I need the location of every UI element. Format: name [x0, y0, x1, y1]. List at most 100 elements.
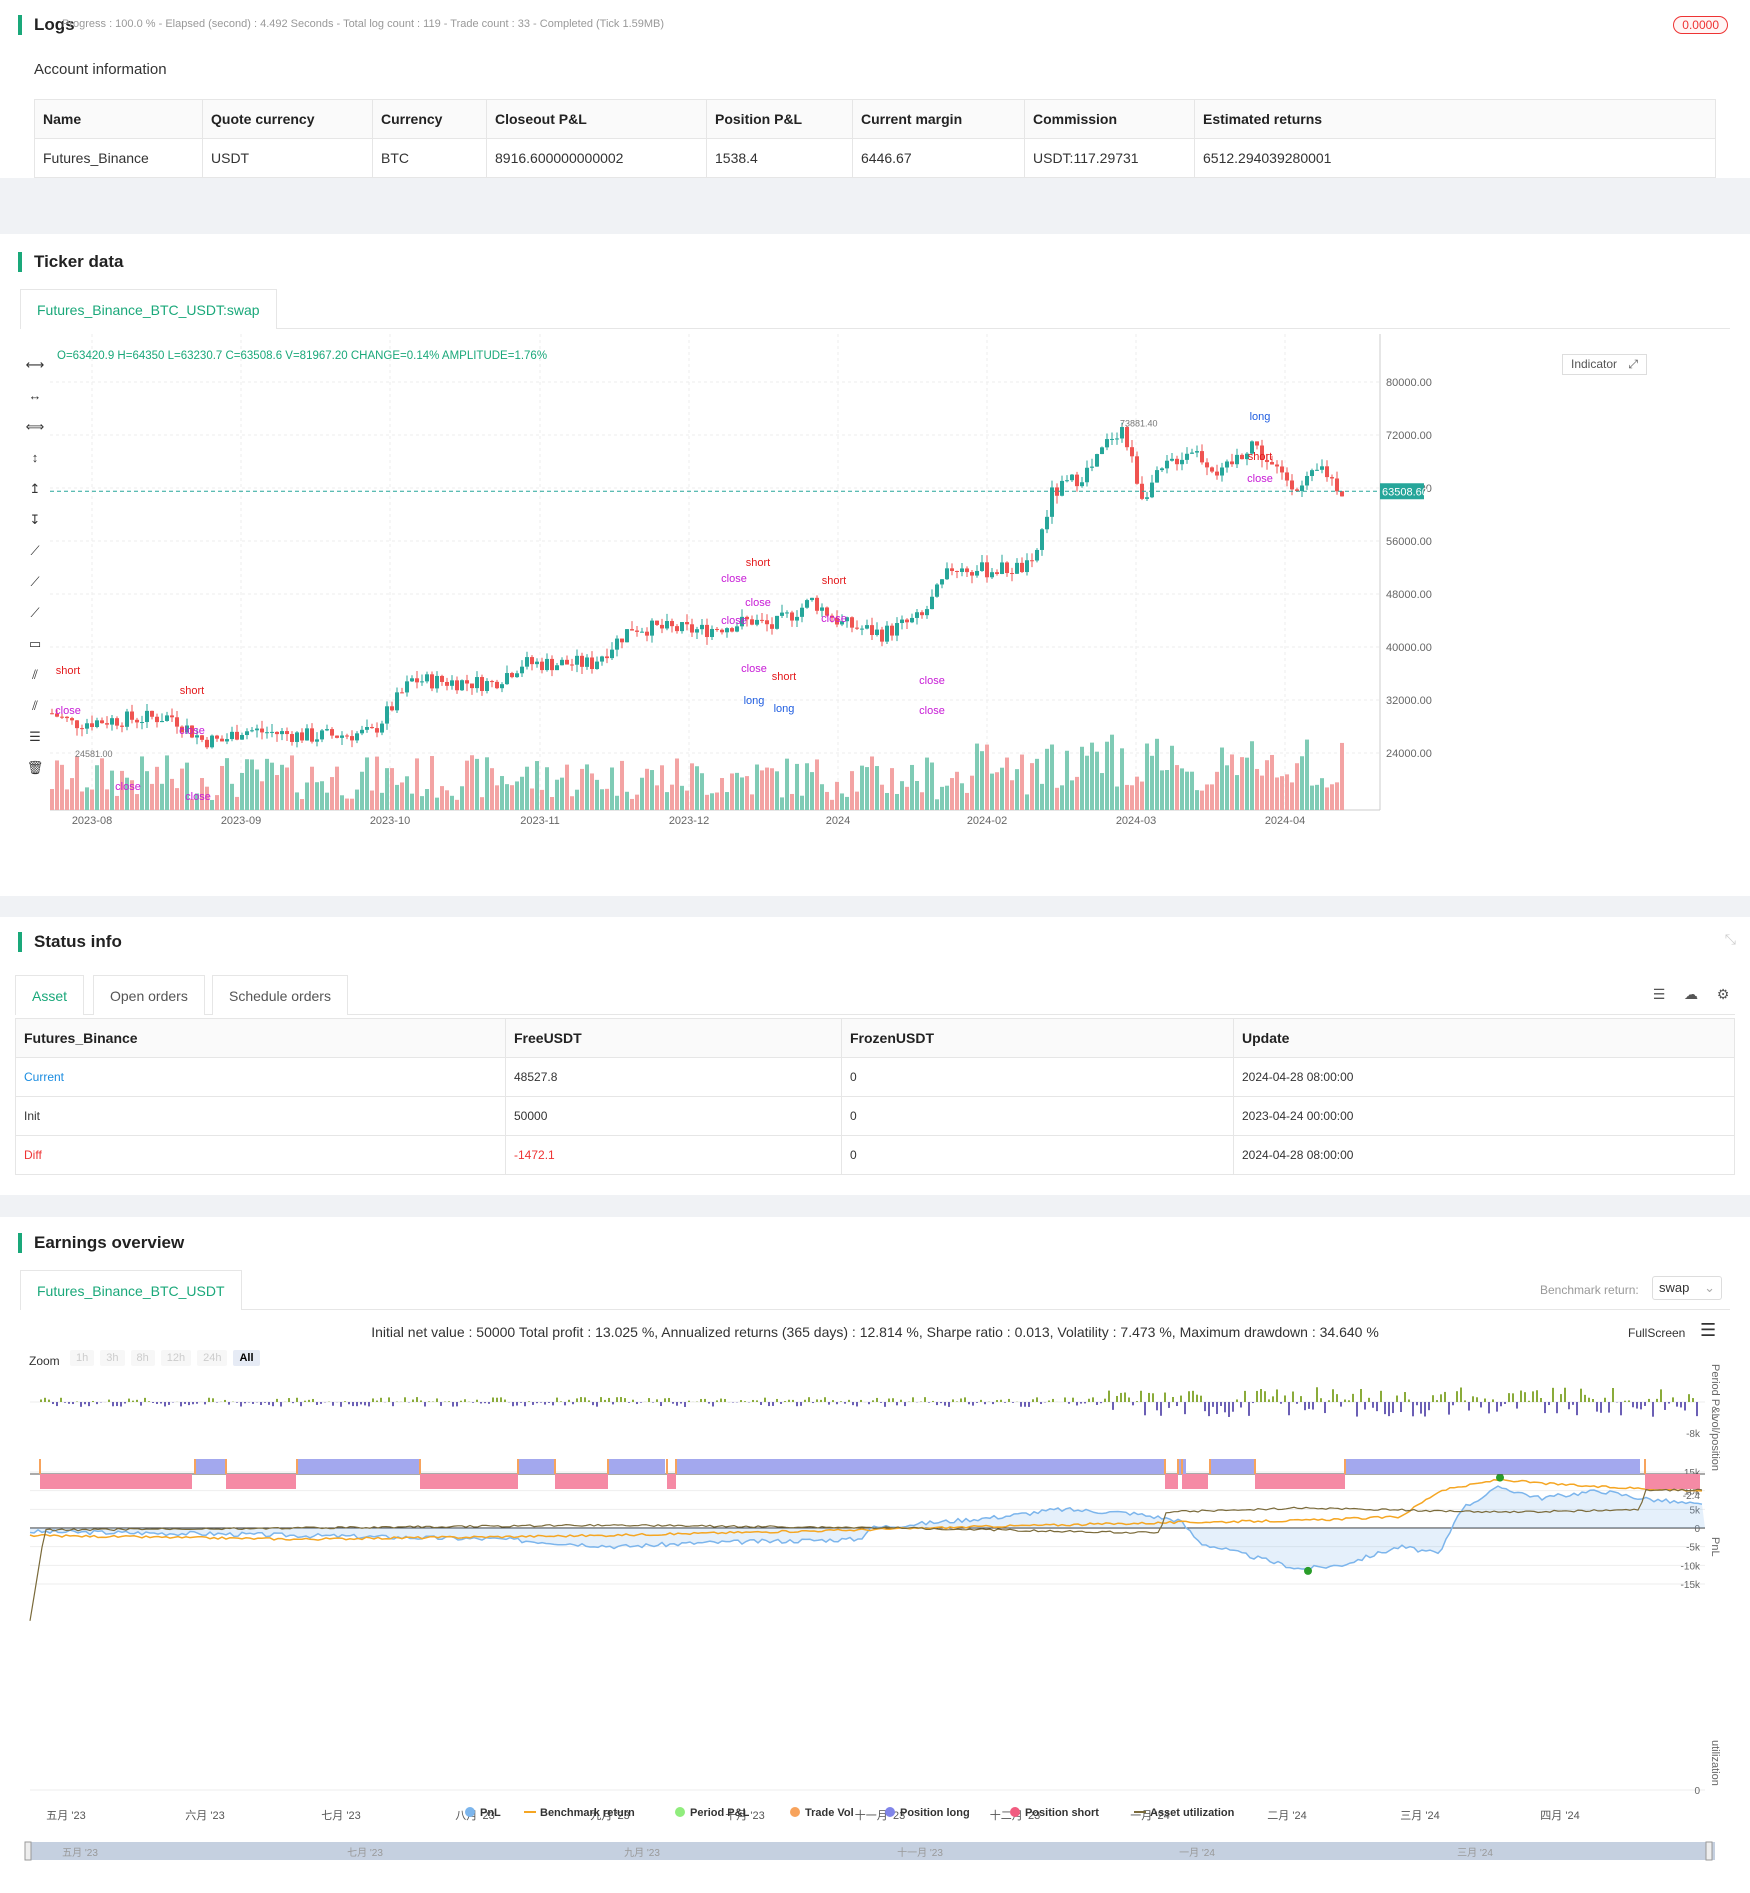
period-bar — [1592, 1399, 1594, 1402]
zoom-1h[interactable]: 1h — [70, 1350, 95, 1366]
period-bar — [412, 1399, 414, 1402]
vertical-up-icon[interactable]: ↥ — [29, 481, 41, 496]
volume-bar — [985, 744, 989, 810]
period-bar — [1624, 1400, 1626, 1402]
parallel-channel-icon[interactable]: ⫽ — [32, 667, 38, 682]
indicator-button[interactable]: Indicator ⤢ — [1562, 354, 1647, 375]
fullscreen-button[interactable]: FullScreen — [1628, 1326, 1686, 1340]
period-bar — [1200, 1395, 1202, 1402]
period-bar — [524, 1402, 526, 1407]
trend-line-icon[interactable]: ⟋ — [30, 543, 40, 558]
volume-bar — [565, 764, 569, 810]
candle-body — [1115, 438, 1119, 440]
benchmark-select[interactable]: swap ⌄ — [1652, 1276, 1722, 1300]
period-bar — [1184, 1402, 1186, 1415]
cloud-download-icon[interactable]: ☁ — [1684, 986, 1698, 1002]
volume-bar — [805, 763, 809, 810]
period-bar — [840, 1401, 842, 1402]
list-icon[interactable]: ☰ — [1652, 986, 1666, 1002]
period-bar — [440, 1402, 442, 1406]
period-bar — [1580, 1388, 1582, 1402]
horizontal-ray-icon[interactable]: ↔ — [28, 388, 42, 403]
tab-schedule-orders[interactable]: Schedule orders — [212, 975, 348, 1015]
period-bar — [664, 1398, 666, 1402]
period-bar — [600, 1397, 602, 1402]
zoom-All[interactable]: All — [233, 1350, 260, 1366]
candle-body — [690, 624, 694, 633]
candle-body — [290, 734, 294, 742]
navigator-handle-left — [24, 1841, 32, 1861]
volume-bar — [1180, 768, 1184, 810]
candlestick-chart[interactable]: 80000.0072000.0064000.0056000.0048000.00… — [50, 334, 1730, 894]
period-bar — [332, 1402, 334, 1406]
period-bar — [1024, 1402, 1026, 1407]
volume-bar — [445, 790, 449, 810]
candle-body — [1340, 491, 1344, 497]
volume-bar — [730, 773, 734, 810]
candle-body — [1270, 462, 1274, 465]
gear-icon[interactable]: ⚙ — [1716, 986, 1730, 1002]
zoom-8h[interactable]: 8h — [130, 1350, 155, 1366]
collapse-icon[interactable]: ⤡ — [1724, 931, 1736, 947]
volume-bar — [265, 758, 269, 810]
navigator-bar — [25, 1842, 1715, 1860]
period-bar — [680, 1402, 682, 1404]
tab-earnings-symbol[interactable]: Futures_Binance_BTC_USDT — [20, 1270, 242, 1310]
zoom-24h[interactable]: 24h — [197, 1350, 228, 1366]
candle-body — [265, 732, 269, 734]
vertical-line-icon[interactable]: ↕ — [31, 450, 39, 465]
period-bar — [1440, 1394, 1442, 1402]
candle-body — [710, 628, 714, 638]
fib-levels-icon[interactable]: ☰ — [29, 729, 41, 744]
trash-icon[interactable]: 🗑 — [26, 760, 44, 775]
horizontal-line-icon[interactable]: ⟷ — [25, 357, 45, 372]
period-bar — [724, 1398, 726, 1402]
period-bar — [1064, 1397, 1066, 1402]
period-bar — [1492, 1399, 1494, 1402]
volume-bar — [1245, 757, 1249, 810]
tab-open-orders[interactable]: Open orders — [93, 975, 205, 1015]
volume-bar — [1145, 743, 1149, 810]
fib-channel-icon[interactable]: ⫽ — [32, 698, 38, 713]
volume-bar — [310, 766, 314, 810]
position-long-block — [676, 1459, 1165, 1474]
candle-body — [310, 728, 314, 742]
period-bar — [952, 1399, 954, 1402]
candle-body — [890, 625, 894, 636]
period-bar — [668, 1397, 670, 1402]
zoom-3h[interactable]: 3h — [100, 1350, 125, 1366]
tab-ticker-symbol[interactable]: Futures_Binance_BTC_USDT:swap — [20, 289, 277, 329]
vertical-down-icon[interactable]: ↧ — [29, 512, 41, 527]
candle-body — [125, 711, 129, 727]
menu-icon[interactable]: ☰ — [1700, 1320, 1717, 1340]
period-bar — [1596, 1402, 1598, 1412]
candle-body — [775, 615, 779, 629]
period-bar — [656, 1399, 658, 1402]
price-range-icon[interactable]: ▭ — [28, 636, 42, 651]
volume-bar — [230, 783, 234, 810]
zoom-12h[interactable]: 12h — [160, 1350, 192, 1366]
period-bar — [684, 1402, 686, 1407]
trend-ray-icon[interactable]: ⟋ — [30, 574, 40, 589]
navigator-month: 七月 '23 — [347, 1847, 383, 1859]
volume-bar — [1190, 771, 1194, 810]
volume-bar — [700, 773, 704, 810]
candle-body — [375, 728, 379, 733]
trend-segment-icon[interactable]: ⟋ — [30, 605, 40, 620]
volume-bar — [1060, 785, 1064, 810]
candle-body — [1145, 497, 1149, 499]
period-bar — [1164, 1392, 1166, 1402]
candle-body — [130, 711, 134, 720]
tab-asset[interactable]: Asset — [15, 975, 85, 1015]
period-bar — [1696, 1402, 1698, 1417]
candle-body — [870, 625, 874, 635]
horizontal-segment-icon[interactable]: ⟺ — [25, 419, 45, 434]
candle-body — [1080, 482, 1084, 487]
expand-icon[interactable]: ⤢ — [1628, 357, 1638, 371]
position-long-block — [1345, 1459, 1640, 1474]
period-bar — [796, 1402, 798, 1407]
candle-body — [195, 735, 199, 738]
candle-body — [415, 678, 419, 683]
period-bar — [1316, 1387, 1318, 1402]
